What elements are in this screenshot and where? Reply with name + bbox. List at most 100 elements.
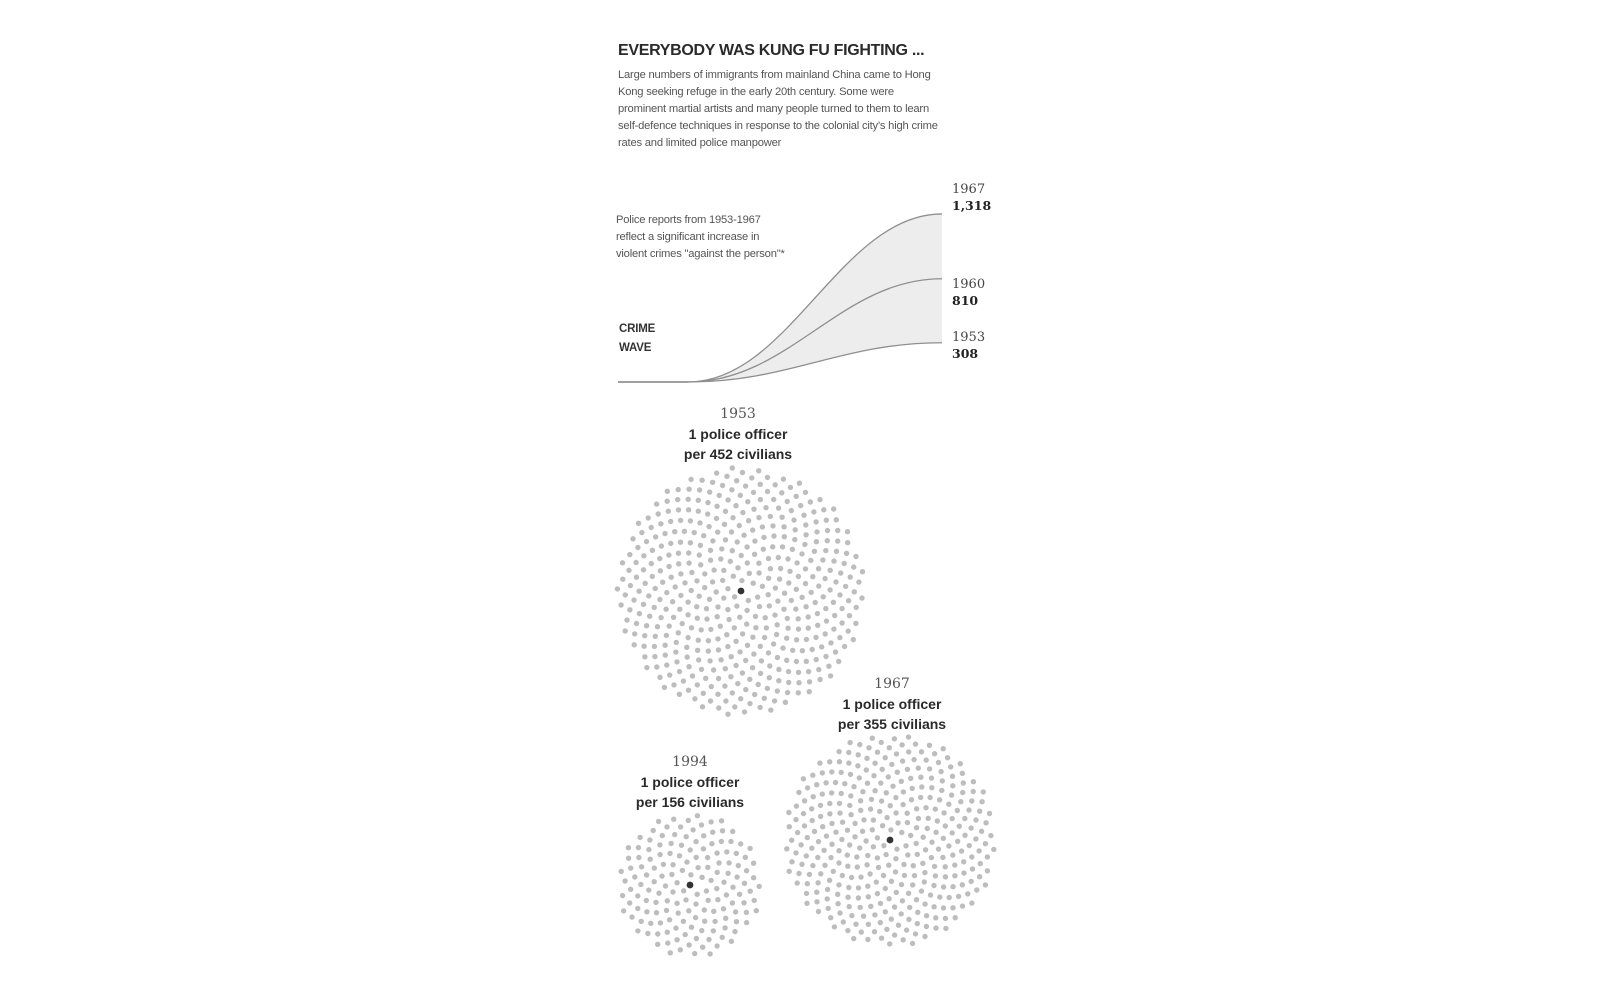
civilian-dot <box>672 584 678 590</box>
civilian-dot <box>676 853 683 859</box>
civilian-dot <box>784 689 791 696</box>
civilian-dot <box>654 664 660 670</box>
civilian-dot <box>655 511 661 517</box>
civilian-dot <box>806 871 813 878</box>
civilian-dot <box>708 683 714 690</box>
civilian-dot <box>673 639 679 646</box>
civilian-dot <box>735 565 741 571</box>
civilian-dot <box>707 489 713 495</box>
civilian-dot <box>966 807 972 813</box>
civilian-dot <box>855 885 862 891</box>
civilian-dot <box>647 856 653 862</box>
civilian-dot <box>703 888 710 894</box>
civilian-dot <box>671 816 677 822</box>
civilian-dot <box>787 484 794 491</box>
civilian-dot <box>729 900 736 906</box>
civilian-dot <box>762 615 768 621</box>
civilian-dot <box>803 658 809 664</box>
civilian-dot <box>649 547 656 553</box>
civilian-dot <box>694 615 700 621</box>
civilian-dot <box>721 595 727 601</box>
civilian-dot <box>793 637 800 643</box>
civilian-dot <box>874 890 881 897</box>
civilian-dot <box>698 822 705 828</box>
civilian-dot <box>710 829 716 835</box>
civilian-dot <box>922 901 928 907</box>
civilian-dot <box>770 641 777 647</box>
civilian-dot <box>898 881 905 888</box>
civilian-dot <box>718 818 725 824</box>
civilian-dot <box>755 681 761 688</box>
civilian-dot <box>841 643 848 650</box>
civilian-dot <box>648 560 654 567</box>
civilian-dot <box>738 841 744 847</box>
civilian-dot <box>665 508 671 514</box>
civilian-dot <box>849 912 855 919</box>
civilian-dot <box>815 908 822 915</box>
civilian-dot <box>618 602 624 608</box>
civilian-dot <box>791 517 797 523</box>
civilian-dot <box>750 875 757 881</box>
civilian-dot <box>872 788 878 794</box>
crime-curve-1967 <box>618 213 943 383</box>
civilian-dot <box>865 936 871 943</box>
headline: EVERYBODY WAS KUNG FU FIGHTING ... <box>618 42 925 59</box>
civilian-dot <box>765 575 772 581</box>
civilian-dot <box>906 749 912 755</box>
civilian-dot <box>696 657 702 663</box>
civilian-dot <box>668 574 674 580</box>
civilian-dot <box>815 566 822 572</box>
civilian-dot <box>683 897 689 903</box>
civilian-dot <box>813 656 819 663</box>
civilian-dot <box>631 597 637 603</box>
civilian-dot <box>699 874 705 880</box>
civilian-dot <box>822 862 828 868</box>
civilian-dot <box>767 513 773 520</box>
civilian-dot <box>768 707 774 713</box>
civilian-dot <box>954 807 960 814</box>
civilian-dot <box>949 773 956 779</box>
civilian-dot <box>753 625 759 631</box>
civilian-dot <box>738 696 744 702</box>
civilian-dot <box>855 763 861 769</box>
civilian-dot <box>926 742 933 748</box>
civilian-dot <box>685 507 692 513</box>
civilian-dot <box>765 592 771 598</box>
civilian-dot <box>814 899 820 905</box>
civilian-dot <box>653 899 659 906</box>
civilian-dot <box>848 812 854 818</box>
civilian-dot <box>883 790 889 796</box>
civilian-dot <box>785 556 791 562</box>
civilian-dot <box>673 649 679 655</box>
crime-curves <box>618 213 943 383</box>
civilian-dot <box>845 540 851 546</box>
civilian-dot <box>632 631 638 637</box>
civilian-dot <box>922 869 928 876</box>
civilian-dot <box>952 915 958 921</box>
civilian-dot <box>861 817 867 823</box>
civilian-dot <box>756 570 762 576</box>
civilian-dot <box>756 603 763 610</box>
civilian-dot <box>857 845 863 851</box>
civilian-dot <box>679 867 686 874</box>
civilian-dot <box>792 536 798 543</box>
civilian-dot <box>878 739 884 746</box>
civilian-dot <box>701 907 707 913</box>
civilian-dot <box>888 916 894 922</box>
civilian-dot <box>795 690 801 696</box>
civilian-dot <box>940 835 946 841</box>
civilian-dot <box>837 634 843 641</box>
civilian-dot <box>622 592 628 598</box>
civilian-dot <box>808 557 814 564</box>
civilian-dot <box>728 838 734 845</box>
civilian-dot <box>776 576 783 582</box>
civilian-dot <box>827 811 833 817</box>
civilian-dot <box>658 614 664 621</box>
civilian-dot <box>729 465 735 471</box>
civilian-dot <box>738 552 744 559</box>
civilian-dot <box>801 823 808 829</box>
civilian-dot <box>799 648 806 654</box>
civilian-dot <box>668 540 674 547</box>
civilian-dot <box>651 879 657 885</box>
